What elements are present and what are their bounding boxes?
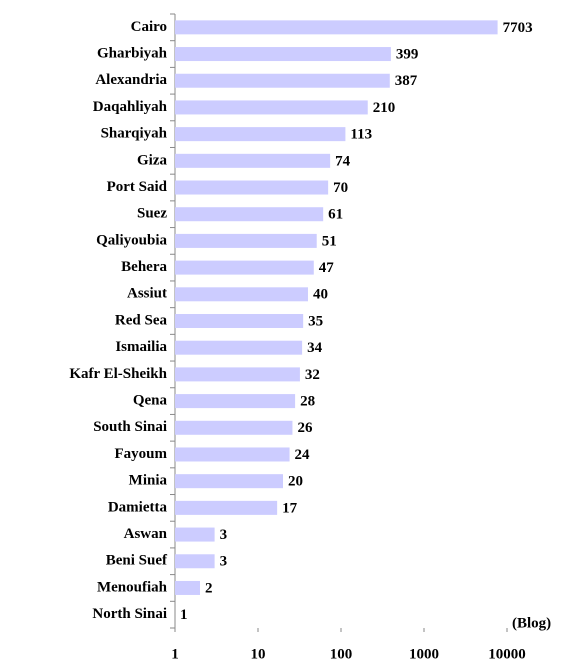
y-tick-label: Menoufiah <box>97 579 168 595</box>
bar <box>175 100 368 115</box>
data-label: 20 <box>288 474 303 490</box>
data-label: 1 <box>180 607 188 623</box>
y-tick-label: Port Said <box>107 179 168 195</box>
data-label: 61 <box>328 207 343 223</box>
data-label: 17 <box>282 500 298 516</box>
y-tick-label: Kafr El-Sheikh <box>69 366 167 382</box>
data-label: 399 <box>396 46 419 62</box>
bar <box>175 47 391 62</box>
y-tick-label: Giza <box>137 152 167 168</box>
data-label: 51 <box>322 233 337 249</box>
bar <box>175 260 314 275</box>
bar <box>175 314 304 328</box>
bar <box>175 20 498 35</box>
bar <box>175 73 390 88</box>
y-tick-label: North Sinai <box>92 606 167 622</box>
data-label: 47 <box>319 260 335 276</box>
data-label: 7703 <box>503 20 533 36</box>
bar <box>175 527 215 542</box>
y-tick-label: Damietta <box>108 499 168 515</box>
data-label: 24 <box>295 447 311 463</box>
y-tick-label: Assiut <box>127 286 167 302</box>
bar <box>175 394 296 409</box>
y-tick-label: Fayoum <box>115 446 168 462</box>
y-tick-label: Gharbiyah <box>97 45 168 61</box>
bar <box>175 420 293 435</box>
y-tick-label: Ismailia <box>115 339 167 355</box>
data-label: 28 <box>300 394 315 410</box>
x-tick-label: 10000 <box>488 646 526 661</box>
bar <box>175 233 317 248</box>
bar <box>175 340 303 355</box>
y-tick-label: Behera <box>121 259 167 275</box>
data-label: 70 <box>333 180 348 196</box>
y-tick-label: Suez <box>137 206 167 222</box>
data-label: 34 <box>307 340 323 356</box>
y-tick-label: Beni Suef <box>106 553 168 569</box>
data-label: 2 <box>205 580 213 596</box>
data-label: 35 <box>308 313 323 329</box>
data-label: 387 <box>395 73 418 89</box>
bar <box>175 287 308 302</box>
bar <box>175 153 331 168</box>
x-tick-label: 1 <box>171 646 179 661</box>
bar <box>175 554 215 569</box>
y-tick-label: Daqahliyah <box>93 99 168 115</box>
x-tick-label: 1000 <box>409 646 439 661</box>
bar <box>175 207 324 222</box>
data-label: 210 <box>373 100 396 116</box>
y-tick-label: Aswan <box>124 526 168 542</box>
x-axis-label: (Blog) <box>512 615 551 631</box>
y-tick-label: Minia <box>129 473 168 489</box>
bar <box>175 447 290 462</box>
bar <box>175 127 346 142</box>
data-label: 3 <box>220 554 228 570</box>
bar <box>175 580 200 595</box>
y-tick-label: Alexandria <box>95 72 167 88</box>
data-label: 40 <box>313 287 328 303</box>
y-tick-label: Sharqiyah <box>101 126 168 142</box>
data-label: 3 <box>220 527 228 543</box>
bar <box>175 180 329 195</box>
y-tick-label: South Sinai <box>93 419 167 435</box>
bar <box>175 500 278 515</box>
y-tick-label: Cairo <box>131 19 167 35</box>
x-tick-label: 10 <box>251 646 266 661</box>
data-label: 26 <box>297 420 313 436</box>
data-label: 113 <box>350 127 372 143</box>
data-label: 32 <box>305 367 320 383</box>
x-tick-label: 100 <box>330 646 353 661</box>
y-tick-label: Qaliyoubia <box>96 232 167 248</box>
bar <box>175 367 300 382</box>
data-label: 74 <box>335 153 351 169</box>
bar <box>175 474 283 489</box>
y-tick-label: Qena <box>133 393 168 409</box>
y-tick-label: Red Sea <box>115 312 168 328</box>
